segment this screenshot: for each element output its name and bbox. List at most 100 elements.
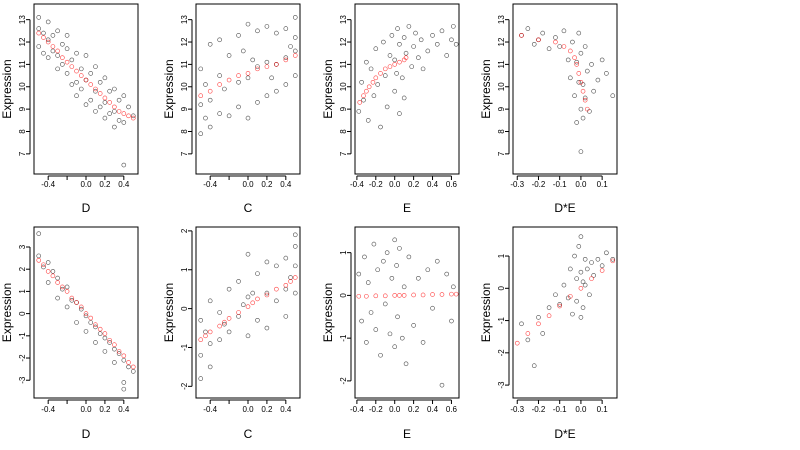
observed-point	[121, 386, 127, 392]
observed-point	[255, 28, 260, 34]
observed-point	[207, 298, 213, 304]
observed-point	[45, 55, 51, 60]
observed-point	[375, 267, 380, 273]
fitted-point	[274, 286, 279, 292]
fitted-point	[222, 319, 227, 325]
observed-point	[112, 124, 117, 130]
observed-point	[93, 88, 98, 94]
observed-point	[222, 321, 227, 327]
fitted-point	[264, 64, 270, 69]
observed-point	[570, 39, 575, 45]
fitted-point	[198, 337, 204, 343]
fitted-point	[536, 321, 541, 327]
observed-point	[584, 68, 590, 74]
observed-point	[198, 352, 204, 358]
observed-point	[536, 315, 541, 320]
fitted-point	[283, 57, 289, 63]
observed-point	[451, 284, 456, 290]
observed-point	[283, 55, 289, 60]
fitted-point	[250, 300, 256, 306]
fitted-point	[126, 360, 131, 365]
observed-point	[540, 331, 546, 336]
fitted-point	[420, 292, 426, 298]
observed-point	[36, 231, 42, 236]
observed-point	[373, 46, 379, 52]
observed-point	[236, 33, 241, 38]
observed-point	[50, 48, 56, 54]
plot-frame	[195, 226, 301, 399]
observed-point	[116, 351, 122, 356]
observed-point	[599, 263, 605, 269]
fitted-point	[255, 296, 260, 302]
fitted-point	[610, 258, 616, 264]
observed-point	[420, 66, 426, 72]
observed-point	[425, 267, 431, 273]
x-tick-label: 0.1	[597, 180, 609, 189]
fitted-point	[112, 104, 117, 110]
observed-point	[381, 39, 386, 45]
observed-point	[198, 66, 204, 72]
y-tick-label: -1	[497, 316, 506, 324]
x-tick-label: -0.4	[203, 405, 217, 414]
fitted-point	[245, 304, 251, 309]
observed-point	[411, 323, 416, 328]
observed-point	[245, 294, 251, 300]
observed-point	[399, 335, 405, 341]
observed-point	[595, 256, 601, 262]
y-tick-label: 9	[339, 106, 348, 111]
observed-point	[283, 26, 289, 31]
observed-point	[451, 24, 456, 29]
fitted-point	[264, 292, 270, 298]
observed-point	[582, 282, 588, 288]
observed-point	[207, 364, 213, 370]
observed-point	[274, 298, 279, 304]
observed-point	[557, 302, 562, 307]
x-tick-label: -0.4	[41, 180, 55, 189]
y-tick-label: 11	[18, 60, 27, 69]
x-tick-label: -0.4	[350, 180, 364, 189]
fitted-point	[557, 303, 562, 309]
y-tick-label: 12	[339, 37, 348, 46]
x-tick-label: 0.0	[575, 180, 587, 189]
observed-point	[112, 86, 117, 92]
y-tick-label: 8	[339, 129, 348, 134]
observed-point	[395, 314, 400, 320]
observed-point	[572, 253, 577, 259]
observed-point	[283, 82, 289, 87]
y-tick-label: 13	[180, 15, 189, 24]
observed-point	[283, 286, 289, 292]
observed-point	[409, 64, 415, 69]
fitted-point	[599, 268, 605, 273]
observed-point	[430, 305, 435, 311]
fitted-point	[283, 282, 289, 288]
fitted-point	[245, 71, 251, 76]
observed-point	[576, 79, 582, 85]
x-tick-label: 0.4	[280, 180, 292, 189]
fitted-point	[525, 331, 531, 336]
x-tick-label: -0.2	[532, 180, 546, 189]
plot-frame	[354, 226, 460, 399]
observed-point	[359, 79, 364, 85]
observed-point	[112, 109, 117, 114]
x-axis-title: E	[403, 427, 411, 441]
observed-point	[591, 88, 596, 94]
fitted-point	[589, 276, 594, 281]
x-tick-label: 0.4	[118, 180, 130, 189]
y-tick-label: 9	[497, 106, 506, 111]
observed-point	[97, 331, 103, 336]
observed-point	[449, 37, 454, 43]
observed-point	[589, 260, 594, 265]
observed-point	[525, 337, 531, 343]
observed-point	[112, 346, 117, 352]
fitted-point	[430, 292, 435, 297]
x-tick-label: 0.2	[261, 405, 273, 414]
observed-point	[430, 33, 435, 38]
observed-point	[576, 30, 582, 36]
y-tick-label: 7	[497, 151, 506, 156]
observed-point	[599, 57, 605, 63]
x-tick-label: 0.0	[389, 405, 401, 414]
fitted-point	[41, 35, 46, 40]
observed-point	[546, 46, 552, 52]
fitted-point	[397, 59, 402, 65]
fitted-point	[78, 304, 84, 310]
